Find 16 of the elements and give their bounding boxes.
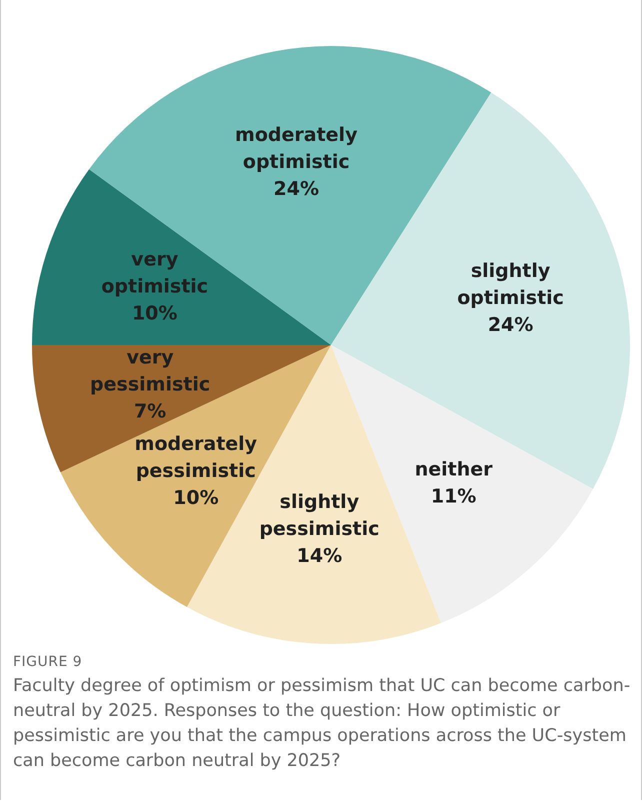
- slice-label: moderately optimistic: [235, 124, 358, 173]
- data-label: 11%: [430, 485, 476, 508]
- data-label: 7%: [134, 400, 166, 422]
- data-label: 24%: [274, 178, 320, 200]
- slice-label: slightly optimistic: [457, 260, 564, 309]
- data-label: 10%: [132, 302, 178, 325]
- data-label: 14%: [296, 544, 342, 567]
- data-label: 10%: [173, 486, 219, 509]
- slice-label: moderately pessimistic: [134, 432, 258, 482]
- slice-label: neither: [414, 458, 494, 480]
- slice-label: very optimistic: [101, 248, 208, 298]
- data-label: 24%: [488, 314, 534, 336]
- slice-label: very pessimistic: [90, 346, 210, 396]
- text: FIGURE 9: [13, 654, 84, 670]
- text: Faculty degree of optimism or pessimism that UC can become carbon-neutral by 2025. Responses to the question: How optimistic or pessimistic are you that the campus operations across the UC-system can become carbon neutral by 2025?: [13, 675, 632, 773]
- slice-label: slightly pessimistic: [259, 490, 380, 540]
